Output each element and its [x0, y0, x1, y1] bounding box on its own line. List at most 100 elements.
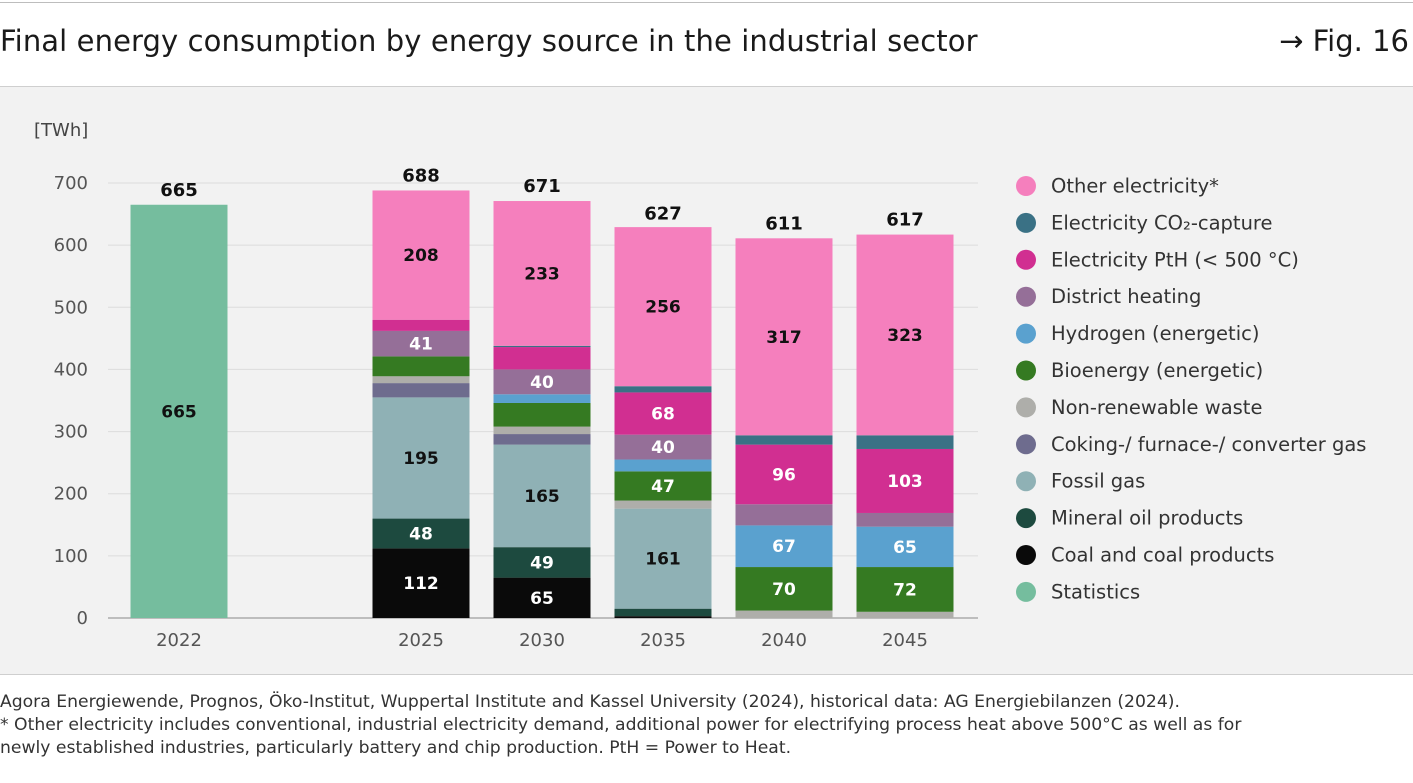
bar-segment: [614, 471, 712, 501]
bar-segment: [493, 444, 591, 548]
x-tick-label: 2030: [519, 630, 565, 651]
x-tick-label: 2045: [882, 630, 928, 651]
legend-label: Coal and coal products: [1051, 544, 1274, 567]
footnote-line: newly established industries, particular…: [0, 738, 792, 758]
bar-total-label: 688: [402, 165, 440, 186]
legend-marker: [1016, 212, 1036, 233]
legend-marker: [1016, 581, 1036, 602]
bar-segment: [493, 201, 591, 346]
source-line: Agora Energiewende, Prognos, Öko-Institu…: [0, 692, 1180, 712]
segment-value-label: 65: [530, 589, 554, 609]
bar-segment: [735, 610, 833, 618]
legend-marker: [1016, 360, 1036, 381]
segment-value-label: 41: [409, 335, 433, 355]
chart-canvas: [TWh] 0 100 200 300 400 500 600 700 665 665 2022 112…: [34, 120, 1366, 651]
bar-segment: [372, 319, 470, 331]
bar-segment: [735, 435, 833, 445]
legend-label: District heating: [1051, 285, 1201, 308]
bar-segment: [493, 426, 591, 435]
bar-segment: [372, 190, 470, 320]
segment-value-label: 68: [651, 405, 675, 425]
bar-segment: [614, 500, 712, 509]
bar-total-label: 671: [523, 176, 561, 197]
bar-segment: [856, 526, 954, 568]
legend-label: Electricity CO₂-capture: [1051, 211, 1273, 234]
chart-title: Final energy consumption by energy sourc…: [0, 24, 978, 58]
bar-segment: [856, 435, 954, 449]
bar-segment: [493, 369, 591, 395]
y-tick-label: 400: [54, 359, 88, 380]
y-tick-label: 0: [77, 608, 88, 629]
legend-marker: [1016, 249, 1036, 270]
legend-label: Coking-/ furnace-/ converter gas: [1051, 433, 1366, 456]
segment-value-label: 70: [772, 580, 796, 600]
segment-value-label: 112: [403, 574, 439, 594]
bar-segment: [614, 434, 712, 460]
legend-label: Electricity PtH (< 500 °C): [1051, 248, 1299, 271]
bar-segment: [614, 508, 712, 609]
bar-segment: [372, 518, 470, 549]
segment-value-label: 65: [893, 538, 917, 558]
bar-segment: [856, 512, 954, 527]
legend-label: Statistics: [1051, 580, 1140, 603]
bar-segment: [614, 459, 712, 472]
legend-label: Mineral oil products: [1051, 507, 1243, 530]
bar-segment: [735, 444, 833, 505]
y-tick-label: 300: [54, 422, 88, 443]
segment-value-label: 665: [161, 402, 197, 422]
segment-value-label: 323: [887, 326, 923, 346]
bar-segment: [493, 402, 591, 427]
legend-marker: [1016, 434, 1036, 455]
segment-value-label: 49: [530, 553, 554, 573]
bar-segment: [372, 397, 470, 519]
bar-segment: [614, 392, 712, 435]
bar-segment: [493, 434, 591, 445]
y-tick-label: 200: [54, 484, 88, 505]
bar-segment: [372, 383, 470, 398]
bar-segment: [130, 204, 228, 618]
bar-segment: [493, 345, 591, 348]
bar-segment: [735, 504, 833, 526]
bar-segment: [493, 394, 591, 403]
bar-total-label: 611: [765, 213, 803, 234]
legend-marker: [1016, 176, 1036, 196]
bar-segment: [372, 376, 470, 384]
segment-value-label: 103: [887, 472, 923, 492]
segment-value-label: 72: [893, 580, 917, 600]
bar-total-label: 665: [160, 180, 198, 201]
y-axis-unit-label: [TWh]: [34, 120, 88, 141]
bar-segment: [735, 238, 833, 436]
segment-value-label: 40: [530, 373, 554, 393]
segment-value-label: 67: [772, 537, 796, 557]
bar-segment: [372, 548, 470, 618]
legend-marker: [1016, 397, 1036, 418]
segment-value-label: 165: [524, 487, 560, 507]
legend-label: Non-renewable waste: [1051, 396, 1262, 419]
legend-label: Other electricity*: [1051, 175, 1219, 198]
bar-segment: [614, 386, 712, 393]
legend-label: Bioenergy (energetic): [1051, 359, 1263, 382]
segment-value-label: 96: [772, 465, 796, 485]
bar-segment: [372, 356, 470, 377]
legend-marker: [1016, 286, 1036, 307]
figure-number: → Fig. 16: [1279, 24, 1409, 58]
y-tick-label: 600: [54, 235, 88, 256]
bar-segment: [856, 448, 954, 513]
x-tick-label: 2040: [761, 630, 807, 651]
legend-label: Hydrogen (energetic): [1051, 322, 1259, 345]
legend-label: Fossil gas: [1051, 470, 1145, 493]
bar-segment: [493, 347, 591, 370]
bar-segment: [493, 577, 591, 618]
x-tick-label: 2035: [640, 630, 686, 651]
x-tick-label: 2025: [398, 630, 444, 651]
bar-segment: [856, 567, 954, 612]
bar-total-label: 617: [886, 210, 924, 231]
segment-value-label: 256: [645, 298, 681, 318]
segment-value-label: 40: [651, 438, 675, 458]
legend-marker: [1016, 508, 1036, 529]
bar-segment: [614, 608, 712, 617]
segment-value-label: 208: [403, 246, 439, 266]
segment-value-label: 195: [403, 449, 439, 469]
bar-segment: [614, 616, 712, 618]
legend-marker: [1016, 545, 1036, 565]
